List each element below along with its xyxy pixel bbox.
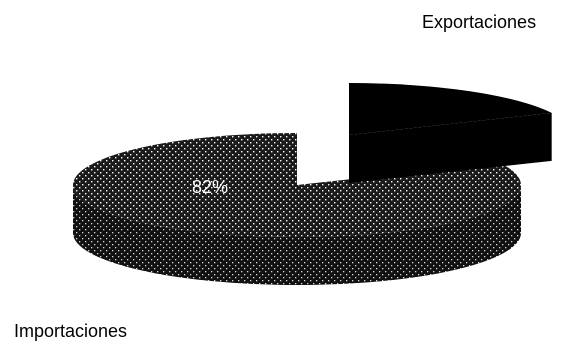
slice-exportaciones-cut-face [349,112,552,183]
data-label-exportaciones: 18% [375,47,411,67]
data-label-importaciones: 82% [192,177,228,197]
slice-importaciones [73,133,522,237]
slice-importaciones-side [73,185,521,285]
slice-exportaciones [349,83,552,135]
category-label-importaciones: Importaciones [14,321,128,341]
category-label-exportaciones: Exportaciones [422,12,537,32]
